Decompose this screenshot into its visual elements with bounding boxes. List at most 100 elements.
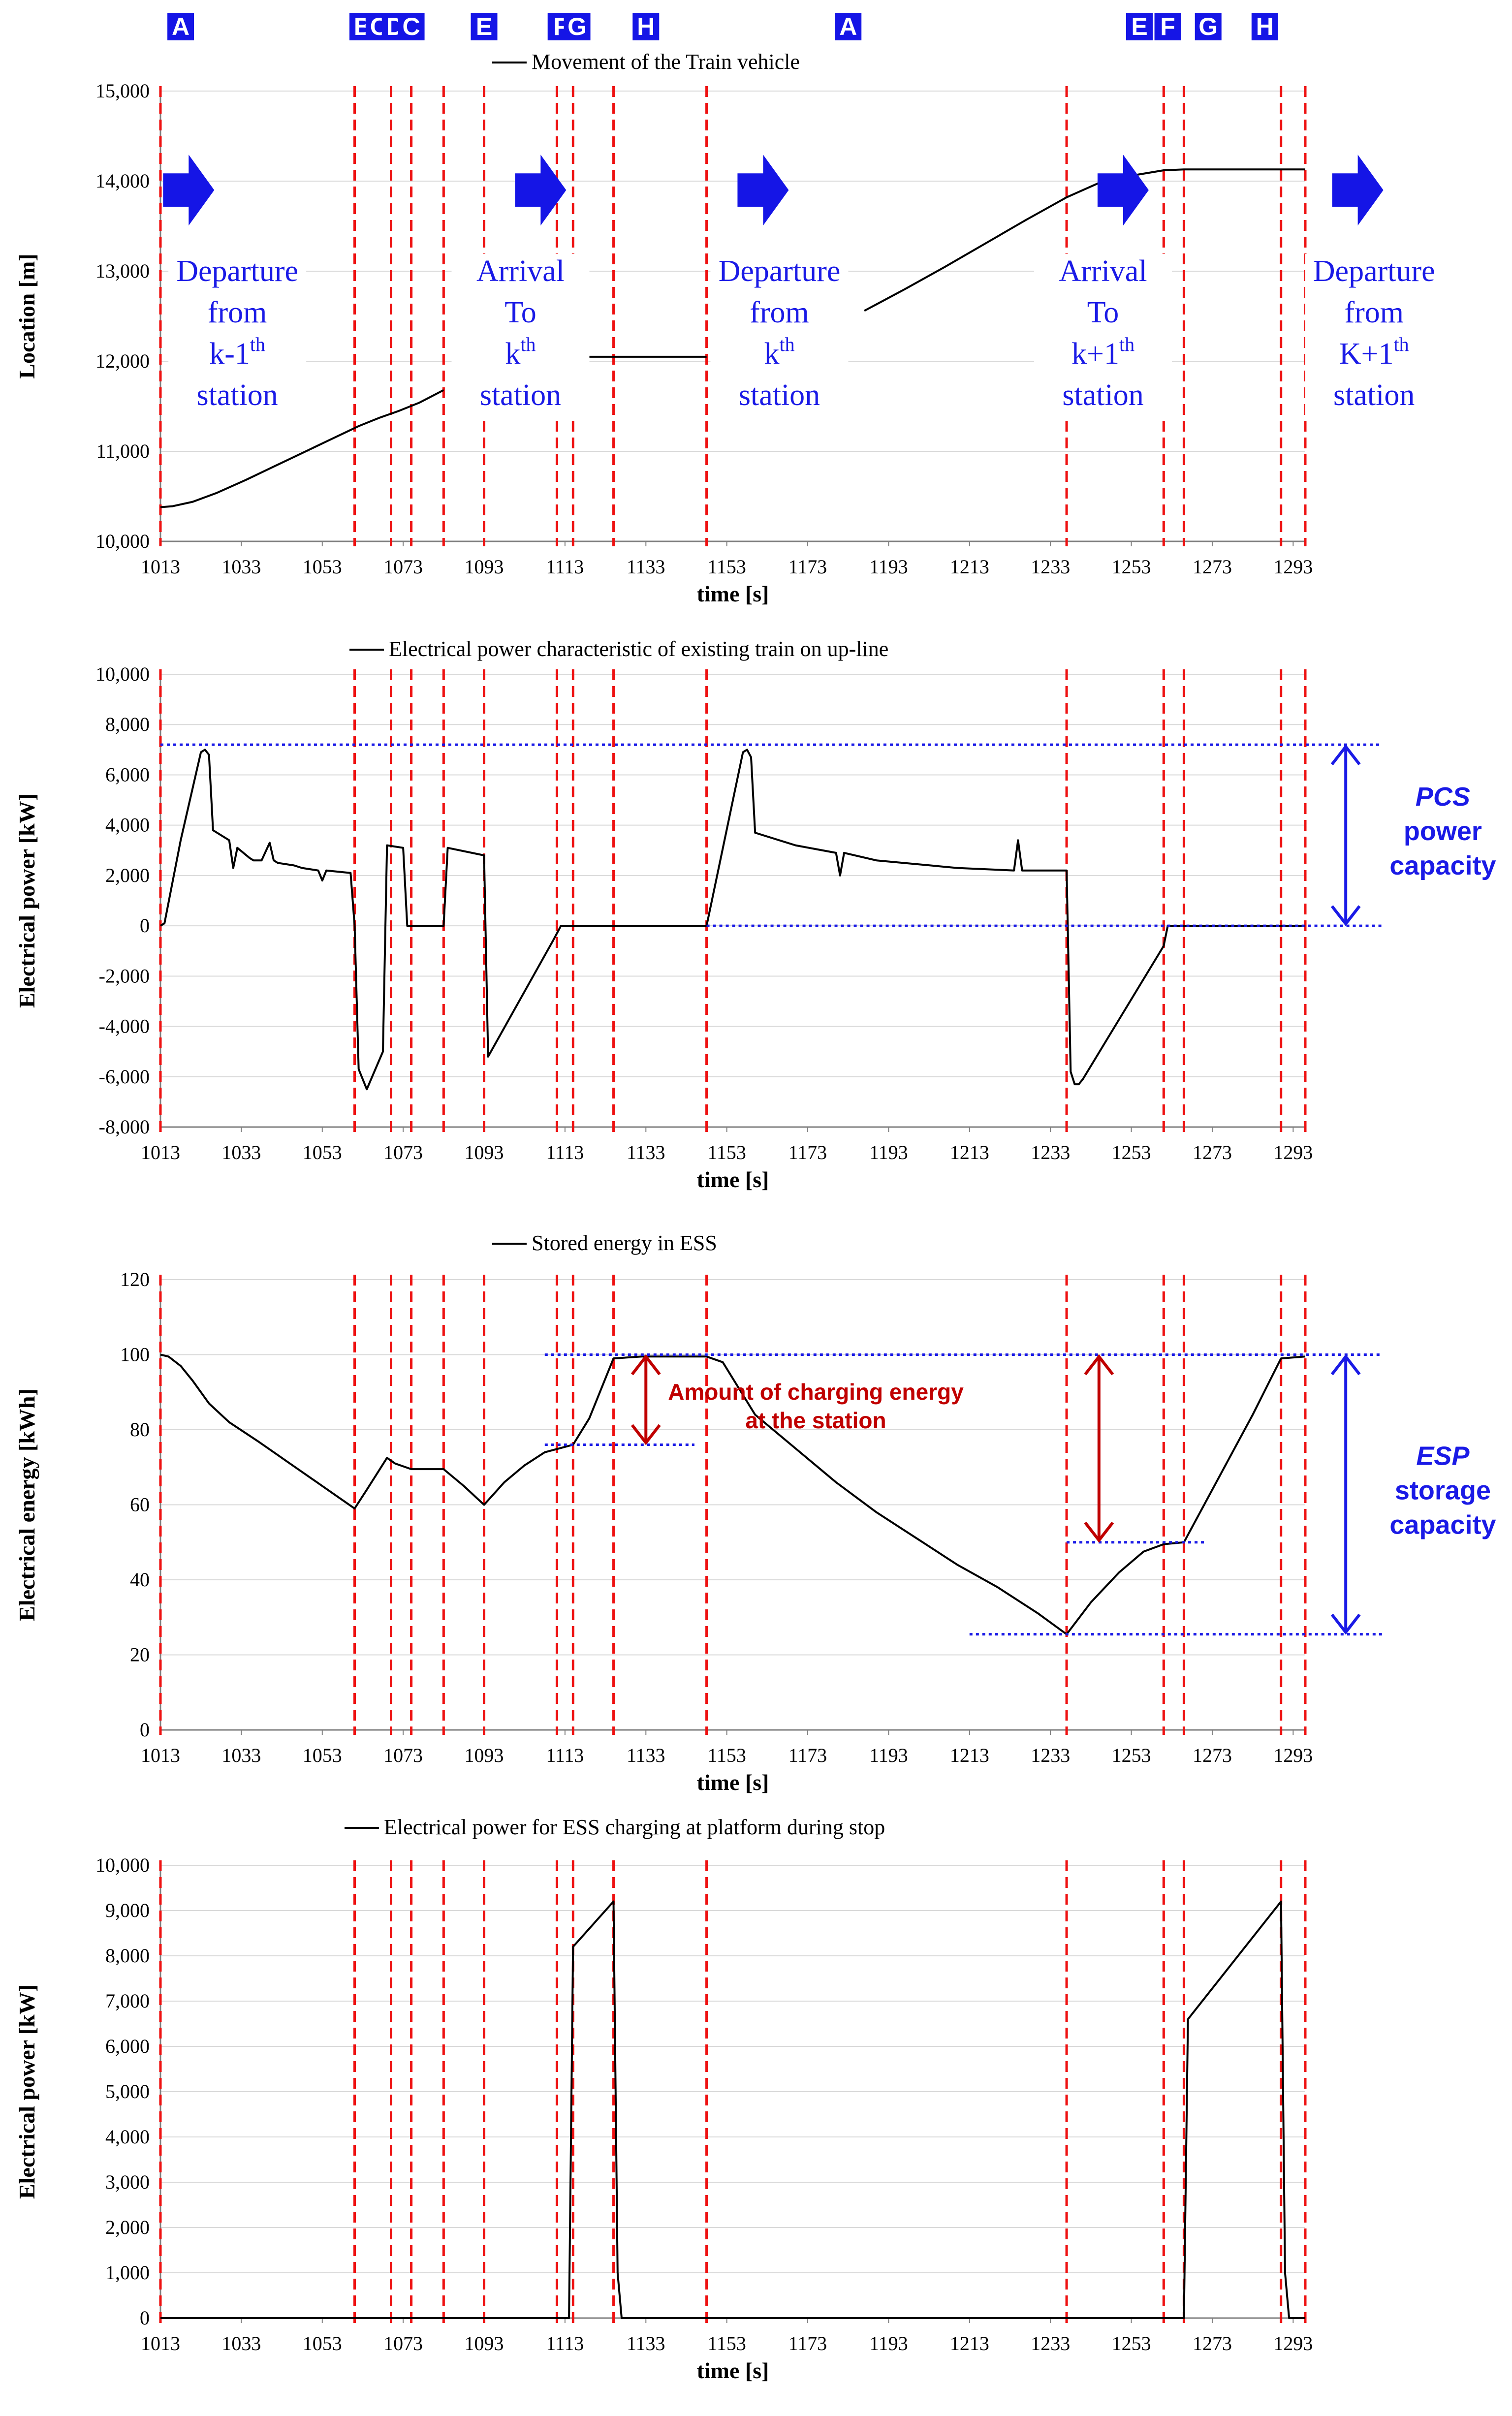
- phase-label-e-10: E: [1131, 13, 1147, 40]
- phase-label-a-0: A: [172, 13, 189, 40]
- x-tick-label: 1213: [950, 556, 989, 578]
- annotation-station-index: k: [505, 337, 520, 371]
- x-axis-title: time [s]: [697, 581, 769, 606]
- series-line-0: [159, 749, 707, 1091]
- y-tick-label: 8,000: [105, 713, 150, 735]
- y-tick-label: 10,000: [95, 530, 150, 552]
- x-tick-label: 1033: [221, 556, 261, 578]
- x-tick-label: 1133: [627, 2332, 665, 2354]
- y-tick-label: 6,000: [105, 2035, 150, 2057]
- x-tick-label: 1033: [221, 2332, 261, 2354]
- y-axis-title: Electrical power [kW]: [14, 1984, 39, 2199]
- annotation-line4-3: station: [1062, 378, 1143, 412]
- legend-label: Stored energy in ESS: [532, 1231, 717, 1255]
- chart-train-location: 10,000 11,000 12,000 13,000 14,000 15,000 1013…: [14, 50, 1443, 606]
- x-tick-label: 1013: [141, 2332, 180, 2354]
- annotation-superscript: th: [520, 333, 536, 355]
- capacity-label-line3: capacity: [1389, 851, 1496, 880]
- annotation-line2-4: from: [1344, 296, 1404, 329]
- phase-label-f-11: F: [1160, 13, 1175, 40]
- y-tick-label: 4,000: [105, 814, 150, 836]
- x-tick-label: 1093: [465, 2332, 504, 2354]
- y-tick-label: 2,000: [105, 864, 150, 886]
- capacity-label-line2: power: [1404, 816, 1482, 846]
- x-tick-label: 1073: [383, 1141, 423, 1163]
- x-tick-label: 1133: [627, 556, 665, 578]
- annotation-line1-1: Arrival: [476, 254, 565, 288]
- x-axis-title: time [s]: [697, 1167, 769, 1192]
- annotation-line3-4: K+1th: [1339, 333, 1409, 371]
- annotation-superscript: th: [1119, 333, 1134, 355]
- annotation-line1-4: Departure: [1313, 254, 1435, 288]
- y-tick-label: 10,000: [95, 1854, 150, 1876]
- y-tick-label: 12,000: [95, 350, 150, 372]
- y-tick-label: 0: [140, 914, 150, 937]
- capacity-label-line1: PCS: [1416, 782, 1470, 812]
- x-tick-label: 1273: [1193, 2332, 1232, 2354]
- y-tick-label: 20: [130, 1644, 150, 1666]
- y-tick-label: 13,000: [95, 260, 150, 282]
- x-tick-label: 1293: [1273, 1744, 1313, 1766]
- y-tick-label: 8,000: [105, 1945, 150, 1967]
- y-axis-title: Electrical energy [kWh]: [14, 1388, 39, 1621]
- x-tick-label: 1193: [869, 556, 908, 578]
- capacity-label-line1: ESP: [1416, 1442, 1470, 1471]
- direction-arrow-0: [163, 155, 215, 226]
- y-tick-label: 15,000: [95, 80, 150, 102]
- x-tick-label: 1293: [1273, 556, 1313, 578]
- annotation-line3-1: kth: [505, 333, 536, 371]
- x-tick-label: 1073: [383, 1744, 423, 1766]
- charge-arrow-0-head-up: [630, 1354, 661, 1376]
- capacity-arrow-head-up: [1330, 1354, 1361, 1376]
- x-tick-label: 1233: [1031, 556, 1070, 578]
- x-tick-label: 1113: [546, 2332, 584, 2354]
- legend-label: Electrical power characteristic of exist…: [389, 637, 888, 661]
- series-line-0: [160, 389, 444, 508]
- capacity-arrow-head-down: [1330, 1613, 1361, 1635]
- x-tick-label: 1273: [1193, 1744, 1232, 1766]
- phase-label-h-13: H: [1256, 13, 1274, 40]
- legend-label: Electrical power for ESS charging at pla…: [384, 1815, 885, 1839]
- y-tick-label: 40: [130, 1569, 150, 1591]
- x-tick-label: 1193: [869, 2332, 908, 2354]
- phase-label-bg-7: [564, 13, 591, 40]
- phase-label-e-5: E: [476, 13, 492, 40]
- annotation-line2-3: To: [1087, 296, 1119, 329]
- x-tick-label: 1113: [546, 1141, 584, 1163]
- y-tick-label: -8,000: [99, 1116, 150, 1138]
- x-tick-label: 1133: [627, 1744, 665, 1766]
- annotation-line3-3: k+1th: [1071, 333, 1134, 371]
- x-tick-label: 1153: [707, 1141, 746, 1163]
- y-tick-label: 0: [140, 1719, 150, 1741]
- y-tick-label: 11,000: [96, 440, 150, 462]
- chart-train-power: -8,000 -6,000 -4,000 -2,000 0 2,000 4,000 6,000…: [14, 637, 1496, 1192]
- x-tick-label: 1093: [465, 1141, 504, 1163]
- annotation-bg-0: [168, 254, 307, 416]
- annotation-station-index: K+1: [1339, 337, 1394, 371]
- y-tick-label: 120: [120, 1268, 150, 1290]
- phase-label-bg-9: [835, 13, 862, 40]
- annotation-bg-2: [710, 254, 849, 416]
- chart-ess-charging-power: 0 1,000 2,000 3,000 4,000 5,000 6,000 7,000 8,00…: [14, 1815, 1313, 2383]
- x-tick-label: 1153: [707, 1744, 746, 1766]
- annotation-bg-3: [1034, 254, 1172, 416]
- annotation-line4-4: station: [1333, 378, 1415, 412]
- phase-label-bg-4: [398, 13, 425, 40]
- phase-label-bg-11: [1154, 13, 1181, 40]
- phase-label-bg-0: [167, 13, 194, 40]
- x-tick-label: 1153: [707, 2332, 746, 2354]
- y-tick-label: 10,000: [95, 663, 150, 685]
- x-tick-label: 1053: [303, 556, 342, 578]
- x-tick-label: 1093: [465, 556, 504, 578]
- capacity-arrow-head-up: [1330, 744, 1361, 765]
- x-tick-label: 1073: [383, 556, 423, 578]
- direction-arrow-4: [1332, 155, 1384, 226]
- x-tick-label: 1273: [1193, 556, 1232, 578]
- x-tick-label: 1213: [950, 1141, 989, 1163]
- x-tick-label: 1033: [221, 1141, 261, 1163]
- charge-arrow-0-head-down: [630, 1424, 661, 1445]
- x-tick-label: 1213: [950, 1744, 989, 1766]
- direction-arrow-1: [515, 155, 567, 226]
